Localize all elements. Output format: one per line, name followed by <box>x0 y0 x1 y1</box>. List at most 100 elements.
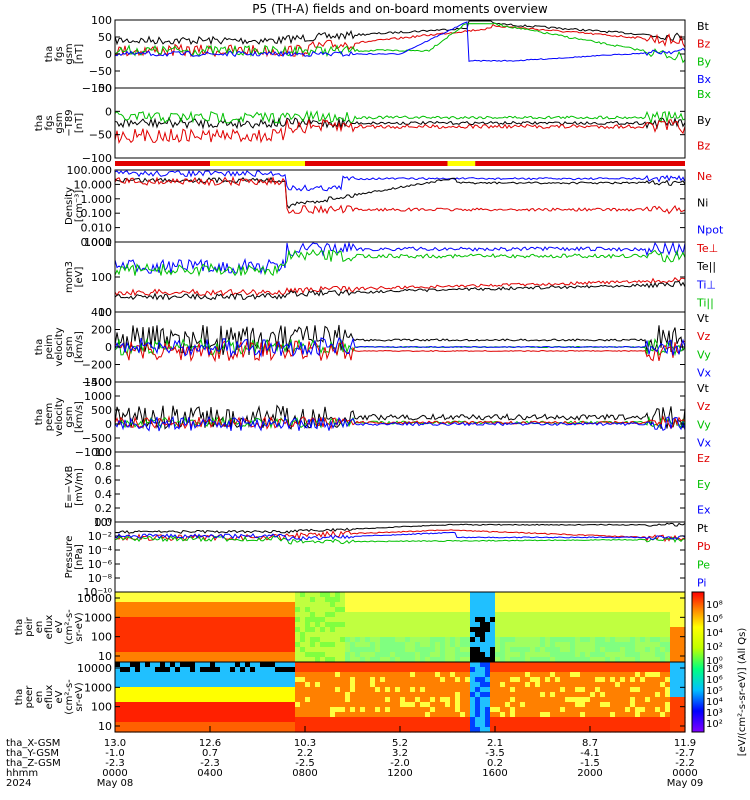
spectrogram-cell <box>230 662 236 668</box>
spectrogram-cell <box>565 652 571 658</box>
spectrogram-cell <box>400 637 406 643</box>
spectrogram-cell <box>130 627 136 633</box>
spectrogram-cell <box>210 652 216 658</box>
spectrogram-cell <box>270 727 276 733</box>
spectrogram-cell <box>120 657 126 663</box>
spectrogram-cell <box>405 622 411 628</box>
spectrogram-cell <box>515 622 521 628</box>
spectrogram-cell <box>240 627 246 633</box>
spectrogram-cell <box>580 617 586 623</box>
spectrogram-cell <box>675 627 681 633</box>
spectrogram-cell <box>505 722 511 728</box>
spectrogram-cell <box>430 652 436 658</box>
spectrogram-cell <box>545 612 551 618</box>
spectrogram-cell <box>670 637 676 643</box>
spectrogram-cell <box>160 702 166 708</box>
colorbar-tick-upper: 10⁶ <box>706 614 723 625</box>
spectrogram-cell <box>255 592 261 598</box>
spectrogram-cell <box>455 622 461 628</box>
spectrogram-cell <box>385 722 391 728</box>
series-ne-line <box>114 169 686 192</box>
spectrogram-cell <box>255 692 261 698</box>
spectrogram-cell <box>140 682 146 688</box>
spectrogram-cell <box>215 687 221 693</box>
spectrogram-cell <box>350 647 356 653</box>
spectrogram-cell <box>255 607 261 613</box>
spectrogram-cell <box>485 612 491 618</box>
spectrogram-cell <box>135 632 141 638</box>
spectrogram-cell <box>675 617 681 623</box>
spectrogram-cell <box>140 637 146 643</box>
spectrogram-cell <box>595 652 601 658</box>
spectrogram-cell <box>580 722 586 728</box>
spectrogram-cell <box>375 702 381 708</box>
spectrogram-cell <box>655 622 661 628</box>
spectrogram-cell <box>265 687 271 693</box>
spectrogram-cell <box>575 612 581 618</box>
spectrogram-cell <box>115 632 121 638</box>
spectrogram-cell <box>475 677 481 683</box>
spectrogram-cell <box>165 727 171 733</box>
spectrogram-cell <box>185 597 191 603</box>
spectrogram-cell <box>610 627 616 633</box>
spectrogram-cell <box>125 617 131 623</box>
spectrogram-cell <box>300 697 306 703</box>
spectrogram-cell <box>520 682 526 688</box>
spectrogram-cell <box>530 612 536 618</box>
spectrogram-cell <box>445 592 451 598</box>
spectrogram-cell <box>240 662 246 668</box>
spectrogram-cell <box>235 632 241 638</box>
spectrogram-cell <box>485 622 491 628</box>
spectrogram-cell <box>305 637 311 643</box>
spectrogram-cell <box>265 607 271 613</box>
spectrogram-cell <box>495 662 501 668</box>
spectrogram-cell <box>155 597 161 603</box>
spectrogram-cell <box>185 602 191 608</box>
y-axis-label-line: [eV] <box>74 267 85 288</box>
spectrogram-cell <box>250 642 256 648</box>
spectrogram-cell <box>470 617 476 623</box>
spectrogram-cell <box>670 722 676 728</box>
spectrogram-cell <box>475 657 481 663</box>
spectrogram-cell <box>485 637 491 643</box>
spectrogram-cell <box>160 697 166 703</box>
spectrogram-cell <box>645 712 651 718</box>
spectrogram-cell <box>310 637 316 643</box>
spectrogram-cell <box>170 677 176 683</box>
spectrogram-cell <box>200 702 206 708</box>
spectrogram-cell <box>380 677 386 683</box>
spectrogram-cell <box>200 617 206 623</box>
spectrogram-cell <box>490 607 496 613</box>
spectrogram-cell <box>385 592 391 598</box>
spectrogram-cell <box>250 637 256 643</box>
spectrogram-cell <box>285 702 291 708</box>
spectrogram-cell <box>410 627 416 633</box>
spectrogram-cell <box>660 722 666 728</box>
spectrogram-cell <box>180 622 186 628</box>
spectrogram-cell <box>465 607 471 613</box>
legend-bz: Bz <box>697 140 711 153</box>
spectrogram-cell <box>265 652 271 658</box>
spectrogram-cell <box>545 712 551 718</box>
spectrogram-cell <box>505 677 511 683</box>
spectrogram-cell <box>480 672 486 678</box>
spectrogram-cell <box>235 597 241 603</box>
spectrogram-cell <box>485 632 491 638</box>
spectrogram-cell <box>395 672 401 678</box>
spectrogram-cell <box>140 712 146 718</box>
spectrogram-cell <box>500 612 506 618</box>
spectrogram-cell <box>360 637 366 643</box>
spectrogram-cell <box>430 672 436 678</box>
spectrogram-cell <box>185 622 191 628</box>
spectrogram-cell <box>210 607 216 613</box>
spectrogram-cell <box>545 687 551 693</box>
spectrogram-cell <box>650 612 656 618</box>
spectrogram-cell <box>585 687 591 693</box>
spectrogram-cell <box>520 597 526 603</box>
spectrogram-cell <box>600 612 606 618</box>
spectrogram-cell <box>180 692 186 698</box>
spectrogram-cell <box>500 637 506 643</box>
spectrogram-cell <box>530 702 536 708</box>
spectrogram-cell <box>140 632 146 638</box>
spectrogram-cell <box>435 712 441 718</box>
